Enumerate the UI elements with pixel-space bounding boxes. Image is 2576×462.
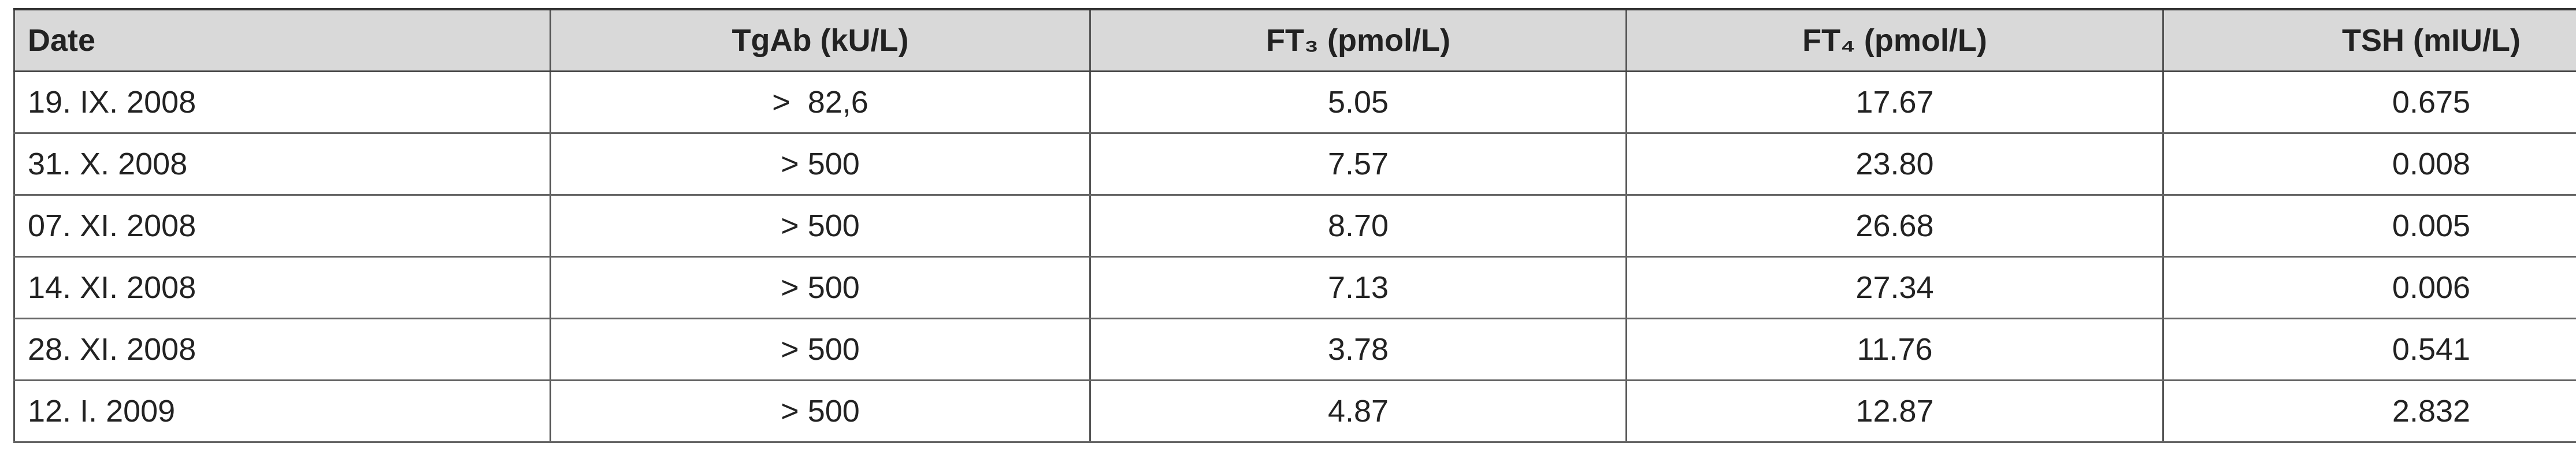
lab-table: Date TgAb (kU/L) FT₃ (pmol/L) FT₄ (pmol/L) T…	[13, 8, 2576, 443]
table-cell: 5.05	[1089, 71, 1627, 134]
table-cell: 0.008	[2162, 133, 2576, 196]
table-cell: 7.13	[1089, 256, 1627, 319]
header-row: Date TgAb (kU/L) FT₃ (pmol/L) FT₄ (pmol/L) T…	[13, 8, 2576, 72]
table-row: 31. X. 2008 > 500 7.57 23.80 0.008	[13, 133, 2576, 196]
table-cell: > 500	[550, 318, 1091, 381]
table-cell: 31. X. 2008	[13, 133, 551, 196]
table-row: 19. IX. 2008 > 82,6 5.05 17.67 0.675	[13, 71, 2576, 134]
table-cell: 8.70	[1089, 195, 1627, 258]
table-body: 19. IX. 2008 > 82,6 5.05 17.67 0.675 31. X. 2…	[13, 71, 2576, 443]
table-cell: 0.541	[2162, 318, 2576, 381]
table-cell: > 500	[550, 133, 1091, 196]
table-row: 07. XI. 2008 > 500 8.70 26.68 0.005	[13, 195, 2576, 258]
table-cell: 19. IX. 2008	[13, 71, 551, 134]
table-cell: 0.006	[2162, 256, 2576, 319]
table-cell: 2.832	[2162, 380, 2576, 443]
table-row: 12. I. 2009 > 500 4.87 12.87 2.832	[13, 380, 2576, 443]
table-cell: 12.87	[1625, 380, 2164, 443]
table-cell: 11.76	[1625, 318, 2164, 381]
table-cell: > 82,6	[550, 71, 1091, 134]
table-cell: 4.87	[1089, 380, 1627, 443]
table-cell: > 500	[550, 256, 1091, 319]
table-cell: 26.68	[1625, 195, 2164, 258]
table-cell: 28. XI. 2008	[13, 318, 551, 381]
table-cell: 17.67	[1625, 71, 2164, 134]
table-cell: 3.78	[1089, 318, 1627, 381]
column-header: TgAb (kU/L)	[550, 8, 1091, 72]
table-cell: 12. I. 2009	[13, 380, 551, 443]
table-cell: > 500	[550, 380, 1091, 443]
table-row: 14. XI. 2008 > 500 7.13 27.34 0.006	[13, 256, 2576, 319]
table-cell: 23.80	[1625, 133, 2164, 196]
column-header: FT₄ (pmol/L)	[1625, 8, 2164, 72]
table-cell: > 500	[550, 195, 1091, 258]
column-header: FT₃ (pmol/L)	[1089, 8, 1627, 72]
table-cell: 27.34	[1625, 256, 2164, 319]
column-header: TSH (mIU/L)	[2162, 8, 2576, 72]
table-cell: 07. XI. 2008	[13, 195, 551, 258]
table-cell: 7.57	[1089, 133, 1627, 196]
table-cell: 0.005	[2162, 195, 2576, 258]
table-row: 28. XI. 2008 > 500 3.78 11.76 0.541	[13, 318, 2576, 381]
table-cell: 14. XI. 2008	[13, 256, 551, 319]
table-cell: 0.675	[2162, 71, 2576, 134]
column-header: Date	[13, 8, 551, 72]
